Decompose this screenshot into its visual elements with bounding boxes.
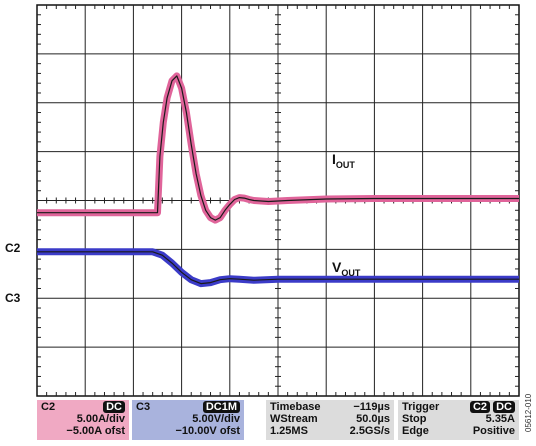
c3-channel-label: C3 — [136, 401, 151, 413]
c3-offset: −10.00V ofst — [175, 425, 240, 437]
traces — [37, 72, 519, 288]
trigger-type: Edge — [402, 425, 429, 437]
timebase-delay: −119µs — [353, 401, 390, 413]
c3-scale: 5.00V/div — [192, 413, 240, 425]
c3-settings-panel: C3 DC1M 5.00V/div −10.00V ofst — [132, 400, 244, 440]
trigger-level: 5.35A — [485, 413, 515, 425]
c3-channel-marker: C3 — [5, 291, 21, 305]
c2-offset: −5.00A ofst — [66, 425, 125, 437]
trigger-coupling-badge: DC — [493, 401, 515, 413]
c2-channel-label: C2 — [41, 401, 56, 413]
vout-trace — [37, 251, 519, 285]
c3-coupling-badge: DC1M — [202, 401, 240, 413]
timebase-label: Timebase — [270, 401, 321, 413]
vout-label: VOUT — [332, 259, 361, 278]
c2-scale: 5.00A/div — [76, 413, 125, 425]
c2-channel-marker: C2 — [5, 241, 21, 255]
trigger-source-badge: C2 — [469, 401, 491, 413]
trigger-label: Trigger — [402, 401, 440, 413]
trigger-slope: Positive — [472, 425, 515, 437]
figure-id: 05612-010 — [524, 393, 533, 432]
timebase-samples: 1.25MS — [270, 425, 308, 437]
timebase-rate: 2.5GS/s — [349, 425, 390, 437]
c2-coupling-badge: DC — [103, 401, 125, 413]
timebase-mode: WStream — [270, 413, 318, 425]
iout-trace — [37, 75, 519, 221]
timebase-panel: Timebase −119µs WStream 50.0µs 1.25MS 2.… — [266, 400, 394, 440]
timebase-per-div: 50.0µs — [356, 413, 390, 425]
trigger-state: Stop — [402, 413, 427, 425]
c2-settings-panel: C2 DC 5.00A/div −5.00A ofst — [37, 400, 129, 440]
trigger-panel: Trigger C2 DC Stop 5.35A Edge Positive — [398, 400, 519, 440]
iout-label: IOUT — [332, 151, 355, 170]
